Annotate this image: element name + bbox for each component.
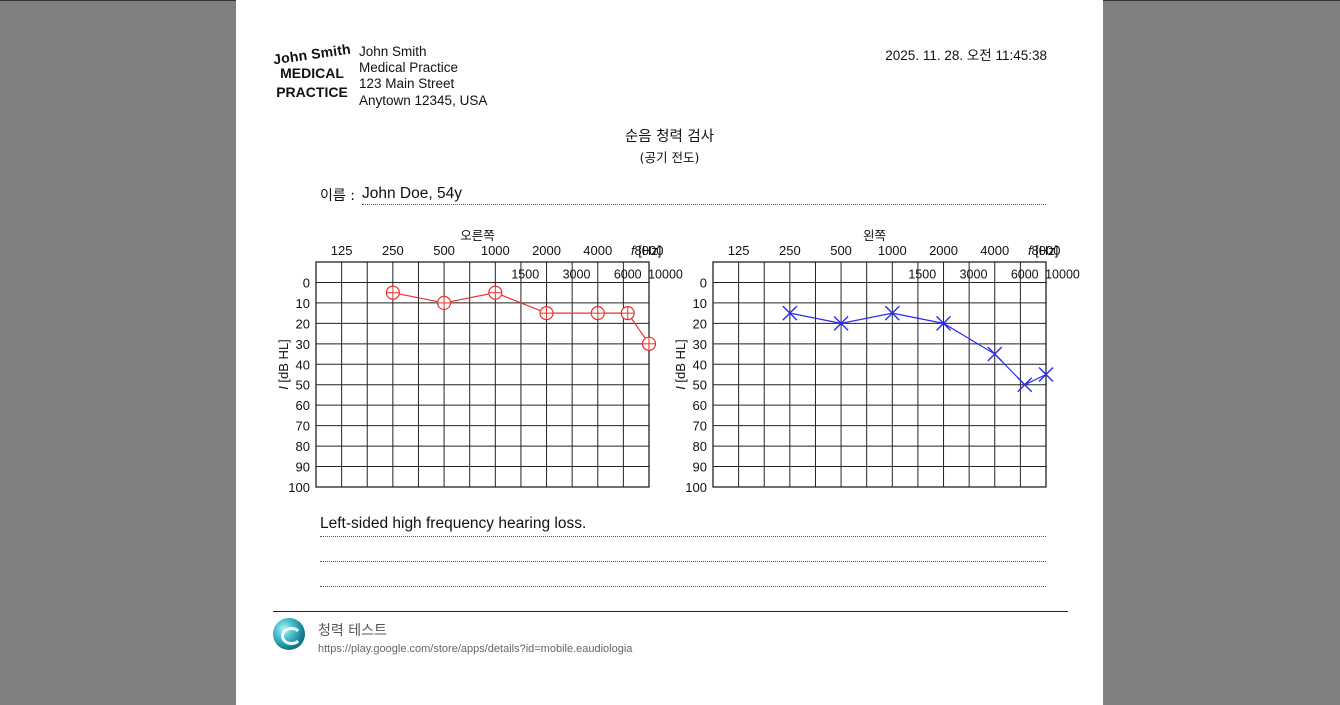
note-line: Left-sided high frequency hearing loss.: [320, 514, 1046, 537]
x-tick-label: 1000: [481, 243, 510, 258]
chart-title: 오른쪽: [460, 228, 495, 243]
data-point-x-marker: [884, 305, 900, 321]
plot-frame: [712, 261, 1047, 488]
x-axis-label: f [Hz]: [631, 243, 661, 258]
x-axis-label: f [Hz]: [1028, 243, 1058, 258]
y-axis-label: I [dB HL]: [276, 339, 291, 390]
practice-logo: John Smith MEDICAL PRACTICE: [272, 41, 352, 110]
clinic-line: 123 Main Street: [359, 76, 455, 92]
clinic-address: John Smith Medical Practice 123 Main Str…: [359, 44, 487, 109]
x-tick-label: 125: [728, 243, 750, 258]
data-point-circle-marker: [385, 285, 400, 300]
x-tick-label: 4000: [980, 243, 1009, 258]
data-point-x-marker: [1038, 367, 1054, 382]
patient-name-label: 이름 :: [320, 188, 355, 204]
x-tick-label: 500: [433, 243, 455, 258]
y-tick-label: 20: [296, 316, 310, 331]
app-url-link[interactable]: https://play.google.com/store/apps/detai…: [318, 643, 633, 655]
clinic-line: John Smith: [359, 44, 427, 59]
note-line: [320, 539, 1046, 562]
y-tick-label: 100: [685, 480, 707, 495]
x-tick-label: 4000: [583, 243, 612, 258]
data-point-x-marker: [936, 315, 952, 331]
y-tick-label: 70: [296, 419, 310, 434]
data-point-circle-marker: [436, 295, 452, 311]
y-tick-label: 10: [693, 296, 707, 311]
audiology-app-icon: [273, 618, 305, 650]
report-title: 순음 청력 검사: [624, 129, 715, 145]
y-tick-label: 40: [693, 357, 707, 372]
y-tick-label: 0: [700, 275, 707, 290]
footer-divider: [273, 611, 1068, 612]
x-tick-label: 500: [830, 243, 852, 258]
x-mid-tick-label: 6000: [1011, 267, 1039, 281]
y-tick-label: 100: [288, 480, 310, 495]
data-point-circle-marker: [488, 285, 503, 300]
app-name: 청력 테스트: [318, 623, 387, 639]
y-tick-label: 70: [693, 419, 707, 434]
data-point-circle-marker: [620, 306, 635, 321]
y-tick-label: 40: [296, 357, 310, 372]
y-axis-label: I [dB HL]: [673, 339, 688, 390]
x-mid-tick-label: 1500: [511, 267, 539, 281]
logo-line: MEDICAL: [280, 65, 344, 81]
data-point-circle-marker: [590, 306, 605, 321]
y-tick-label: 80: [296, 439, 310, 454]
x-tick-label: 1000: [878, 243, 907, 258]
report-page: John Smith MEDICAL PRACTICE John Smith M…: [236, 0, 1103, 705]
y-tick-label: 60: [693, 398, 707, 413]
x-tick-label: 250: [382, 243, 404, 258]
y-tick-label: 50: [296, 378, 310, 393]
y-tick-label: 30: [296, 337, 310, 352]
data-point-x-marker: [987, 346, 1003, 362]
x-tick-label: 8000: [1032, 243, 1061, 258]
note-line: [320, 564, 1046, 587]
y-tick-label: 50: [693, 378, 707, 393]
x-mid-tick-label: 6000: [614, 267, 642, 281]
report-subtitle: (공기 전도): [639, 150, 700, 165]
x-mid-tick-label: 10000: [1045, 267, 1080, 281]
y-tick-label: 80: [693, 439, 707, 454]
y-tick-label: 90: [693, 460, 707, 475]
x-tick-label: 125: [331, 243, 353, 258]
x-mid-tick-label: 3000: [960, 267, 988, 281]
y-tick-label: 90: [296, 460, 310, 475]
notes-section: Left-sided high frequency hearing loss.: [320, 514, 1046, 589]
plot-frame: [315, 261, 650, 488]
x-tick-label: 250: [779, 243, 801, 258]
report-datetime: 2025. 11. 28. 오전 11:45:38: [885, 48, 1047, 63]
x-tick-label: 2000: [929, 243, 958, 258]
patient-name-row: 이름 : John Doe, 54y: [320, 185, 1046, 207]
clinic-line: Anytown 12345, USA: [359, 92, 488, 108]
x-tick-label: 8000: [635, 243, 664, 258]
y-tick-label: 20: [693, 316, 707, 331]
x-mid-tick-label: 10000: [648, 267, 683, 281]
x-mid-tick-label: 1500: [908, 267, 936, 281]
x-mid-tick-label: 3000: [563, 267, 591, 281]
data-point-circle-marker: [539, 306, 554, 321]
data-point-x-marker: [1017, 377, 1033, 393]
data-point-x-marker: [782, 305, 798, 321]
data-point-circle-marker: [641, 336, 657, 351]
chart-title: 왼쪽: [863, 228, 886, 243]
y-tick-label: 10: [296, 296, 310, 311]
y-tick-label: 0: [303, 275, 310, 290]
patient-name-value: John Doe, 54y: [362, 185, 1046, 205]
x-tick-label: 2000: [532, 243, 561, 258]
logo-line: PRACTICE: [276, 84, 348, 100]
y-tick-label: 60: [296, 398, 310, 413]
data-point-x-marker: [833, 315, 849, 331]
clinic-line: Medical Practice: [359, 60, 459, 76]
y-tick-label: 30: [693, 337, 707, 352]
